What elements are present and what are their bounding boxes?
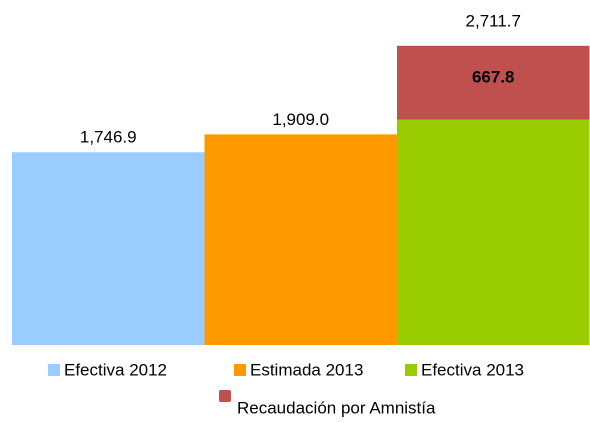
bar-segment — [397, 45, 590, 120]
bar-segment — [12, 152, 205, 345]
bar-segment — [204, 134, 397, 345]
legend-swatch — [219, 390, 231, 402]
legend-swatch — [405, 364, 417, 376]
legend-label: Efectiva 2013 — [421, 360, 524, 379]
bar-segment — [397, 119, 590, 345]
legend-label: Estimada 2013 — [250, 360, 363, 379]
total-label: 2,711.7 — [466, 11, 521, 30]
legend-label: Efectiva 2012 — [64, 360, 167, 379]
data-label: 1,746.9 — [80, 128, 137, 147]
data-label: 667.8 — [472, 67, 515, 86]
legend-swatch — [234, 364, 246, 376]
legend-label: Recaudación por Amnistía — [237, 398, 436, 417]
data-label: 1,909.0 — [272, 110, 329, 129]
legend-swatch — [48, 364, 60, 376]
